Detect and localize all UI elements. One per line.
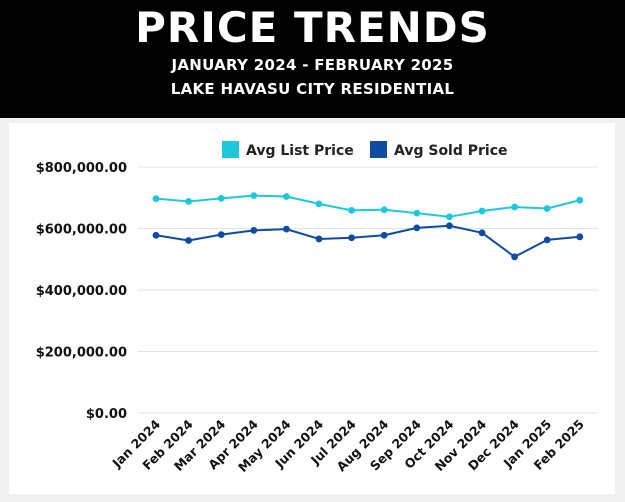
data-point [283, 225, 290, 233]
data-point [185, 237, 193, 244]
data-point [315, 200, 323, 208]
data-point [315, 235, 323, 243]
data-point [511, 203, 518, 211]
page-title: PRICE TRENDS [135, 3, 490, 52]
data-point [250, 192, 258, 199]
y-axis: $0.00 $200,000.00 $400,000.00 $600,000.00 $8… [36, 161, 127, 422]
data-point [576, 233, 584, 241]
y-tick-label: $200,000.00 [36, 346, 127, 361]
y-tick-label: $800,000.00 [36, 161, 127, 176]
area-subtitle: LAKE HAVASU CITY RESIDENTIAL [170, 80, 455, 98]
y-tick-label: $600,000.00 [36, 223, 127, 238]
data-point [283, 193, 290, 200]
data-point [478, 207, 486, 215]
data-point [217, 194, 225, 202]
data-point [380, 231, 388, 239]
data-point [543, 205, 551, 212]
legend-swatch [222, 141, 239, 158]
data-point [576, 196, 584, 204]
data-point [511, 253, 518, 261]
data-point [413, 209, 421, 217]
series-layer [152, 192, 584, 261]
data-point [348, 206, 355, 214]
series-line [155, 224, 580, 258]
legend-label: Avg List Price [246, 143, 354, 159]
y-tick-label: $400,000.00 [36, 284, 127, 299]
data-point [250, 226, 258, 234]
data-point [478, 229, 486, 237]
series-line [155, 194, 581, 218]
data-point [152, 231, 160, 239]
data-point [446, 222, 453, 230]
header-banner: PRICE TRENDS JANUARY 2024 - FEBRUARY 202… [0, 0, 625, 118]
data-point [446, 213, 453, 221]
legend: Avg List Price Avg Sold Price [222, 141, 508, 159]
data-point [413, 224, 421, 232]
data-point [185, 198, 193, 205]
chart-card [9, 123, 615, 494]
date-range-subtitle: JANUARY 2024 - FEBRUARY 2025 [171, 56, 454, 74]
data-point [217, 231, 225, 239]
data-point [380, 206, 388, 214]
y-tick-label: $0.00 [86, 407, 127, 422]
legend-label: Avg Sold Price [394, 143, 508, 159]
data-point [348, 234, 355, 242]
data-point [152, 195, 160, 203]
grid-lines [138, 166, 598, 414]
data-point [543, 236, 551, 244]
legend-swatch [370, 141, 387, 158]
